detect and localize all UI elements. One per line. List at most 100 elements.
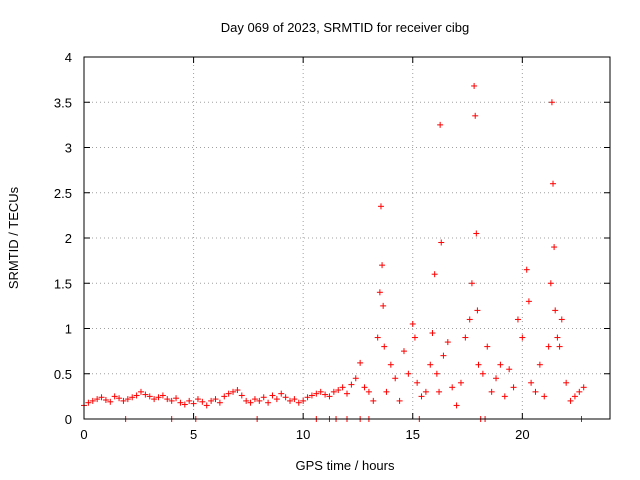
data-point	[295, 399, 302, 406]
data-point	[269, 392, 276, 399]
data-point	[462, 334, 469, 341]
data-point	[525, 298, 532, 305]
data-points	[81, 82, 587, 422]
data-point	[287, 397, 294, 404]
data-point	[418, 393, 425, 400]
plot-frame	[83, 56, 611, 420]
data-point	[493, 375, 500, 382]
y-tick-label: 3.5	[54, 95, 72, 110]
data-point	[479, 370, 486, 377]
data-point	[120, 397, 127, 404]
data-point	[405, 370, 412, 377]
data-point	[304, 394, 311, 401]
data-point	[181, 401, 188, 408]
y-tick-label: 1	[65, 322, 72, 337]
x-tick-label: 5	[190, 427, 197, 442]
data-point	[409, 320, 416, 327]
data-point	[541, 393, 548, 400]
data-point	[471, 82, 478, 89]
data-point	[484, 343, 491, 350]
y-tick-label: 1.5	[54, 276, 72, 291]
x-tick-label: 0	[80, 427, 87, 442]
data-point	[427, 361, 434, 368]
data-point	[212, 396, 219, 403]
x-tick-label: 20	[515, 427, 529, 442]
data-point	[116, 395, 123, 402]
data-point	[556, 343, 563, 350]
data-point	[552, 307, 559, 314]
data-point	[151, 396, 158, 403]
data-point	[164, 396, 171, 403]
data-point	[550, 180, 557, 187]
data-point	[438, 239, 445, 246]
data-point	[488, 388, 495, 395]
data-point	[396, 397, 403, 404]
data-point	[247, 399, 254, 406]
data-point	[221, 393, 228, 400]
data-point	[326, 393, 333, 400]
data-point	[85, 399, 92, 406]
data-point	[548, 99, 555, 106]
y-tick-label: 0	[65, 412, 72, 427]
data-point	[379, 262, 386, 269]
data-point	[300, 397, 307, 404]
data-point	[528, 379, 535, 386]
data-point	[563, 379, 570, 386]
data-point	[468, 280, 475, 287]
data-point	[186, 397, 193, 404]
y-tick-label: 3	[65, 141, 72, 156]
data-point	[444, 339, 451, 346]
data-point	[440, 352, 447, 359]
data-point	[436, 388, 443, 395]
y-tick-label: 4	[65, 50, 72, 65]
data-point	[497, 361, 504, 368]
data-point	[137, 388, 144, 395]
data-point	[383, 388, 390, 395]
data-point	[308, 392, 315, 399]
data-point	[457, 379, 464, 386]
data-point	[352, 375, 359, 382]
data-point	[357, 359, 364, 366]
data-point	[437, 121, 444, 128]
data-point	[243, 397, 250, 404]
data-point	[330, 388, 337, 395]
data-point	[199, 398, 206, 405]
data-point	[155, 394, 162, 401]
data-point	[381, 343, 388, 350]
data-point	[260, 394, 267, 401]
data-point	[282, 394, 289, 401]
data-point	[377, 203, 384, 210]
data-point	[313, 390, 320, 397]
data-point	[111, 393, 118, 400]
data-point	[230, 388, 237, 395]
data-point	[365, 388, 372, 395]
data-point	[547, 280, 554, 287]
data-point	[376, 289, 383, 296]
data-point	[506, 366, 513, 373]
y-tick-label: 0.5	[54, 367, 72, 382]
data-point	[411, 334, 418, 341]
y-axis-ticks: 0 0.5 1 1.5 2 2.5 3 3.5 4	[54, 50, 610, 427]
data-point	[472, 112, 479, 119]
data-point	[449, 384, 456, 391]
data-point	[510, 384, 517, 391]
data-point	[173, 395, 180, 402]
y-axis-label: SRMTID / TECUs	[6, 186, 21, 289]
y-tick-label: 2.5	[54, 186, 72, 201]
data-point	[551, 244, 558, 251]
data-point	[273, 396, 280, 403]
data-point	[387, 361, 394, 368]
data-point	[317, 388, 324, 395]
data-point	[291, 396, 298, 403]
data-point	[344, 390, 350, 397]
data-point	[532, 388, 539, 395]
data-point	[554, 334, 561, 341]
data-point	[558, 316, 565, 323]
data-point	[433, 370, 440, 377]
data-point	[322, 391, 329, 398]
data-point	[133, 392, 140, 399]
data-point	[278, 390, 285, 397]
y-tick-label: 2	[65, 231, 72, 246]
data-point	[453, 402, 460, 409]
